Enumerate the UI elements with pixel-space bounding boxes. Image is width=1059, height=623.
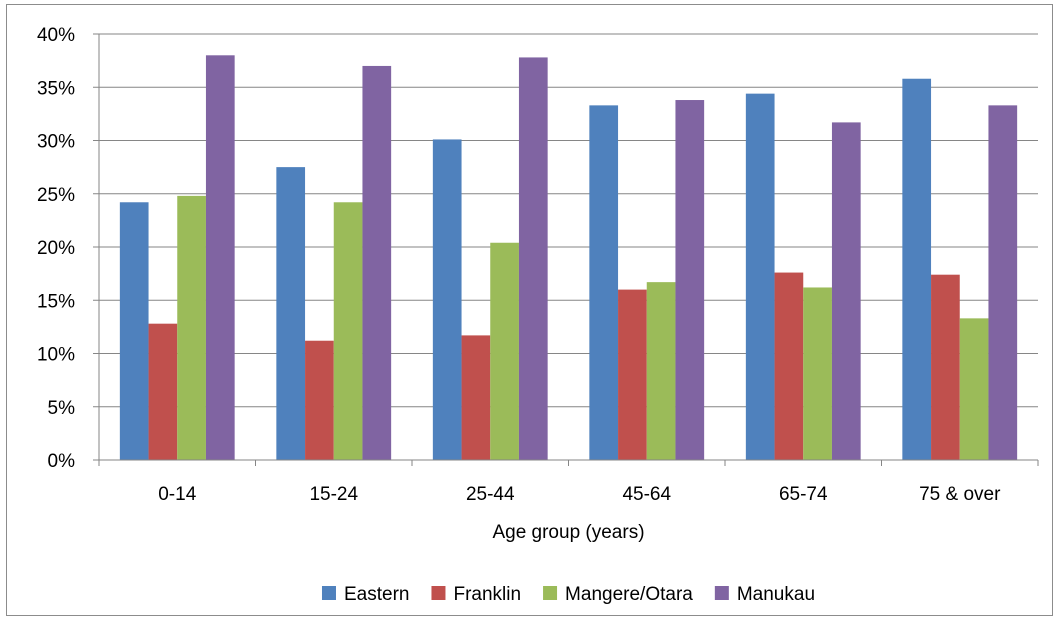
- y-tick-label: 40%: [37, 25, 75, 46]
- bar-franklin-4: [774, 272, 804, 460]
- bar-manukau-3: [675, 100, 705, 460]
- bar-franklin-1: [305, 340, 334, 460]
- bar-franklin-0: [148, 323, 178, 460]
- bar-eastern-2: [432, 139, 462, 460]
- legend-swatch-mangere-otara: [543, 586, 558, 600]
- x-tick-label: 65-74: [779, 484, 828, 505]
- bar-manukau-4: [831, 122, 861, 461]
- legend-label-mangere-otara: Mangere/Otara: [565, 584, 693, 605]
- y-tick-label: 25%: [37, 185, 75, 206]
- bar-eastern-0: [119, 202, 149, 460]
- legend-swatch-eastern: [321, 586, 336, 600]
- x-tick-label: 0-14: [158, 484, 196, 505]
- x-tick-label: 45-64: [622, 484, 671, 505]
- bar-manukau-2: [518, 57, 548, 461]
- legend-swatch-franklin: [431, 586, 446, 600]
- y-tick-label: 35%: [37, 78, 75, 99]
- x-tick-label: 75 & over: [919, 484, 1001, 505]
- bar-mangere-otara-5: [959, 318, 989, 460]
- y-tick-labels: 0% 5% 10% 15% 20% 25% 30% 35% 40%: [37, 25, 75, 472]
- bar-eastern-3: [589, 105, 619, 460]
- bar-manukau-1: [362, 65, 392, 460]
- legend-label-manukau: Manukau: [737, 584, 815, 605]
- y-tick-label: 10%: [37, 345, 75, 366]
- x-tick-label: 15-24: [309, 484, 358, 505]
- legend-swatch-manukau: [714, 586, 729, 600]
- bar-manukau-0: [205, 55, 235, 461]
- bar-mangere-otara-0: [177, 195, 206, 460]
- x-tick-label: 25-44: [466, 484, 515, 505]
- legend-label-eastern: Eastern: [344, 584, 409, 605]
- bar-mangere-otara-3: [646, 282, 676, 460]
- x-tick-labels: 0-14 15-24 25-44 45-64 65-74 75 & over: [158, 484, 1001, 505]
- y-tick-label: 15%: [37, 291, 75, 312]
- bar-franklin-2: [461, 335, 491, 460]
- bar-eastern-1: [276, 167, 306, 460]
- bar-mangere-otara-4: [803, 287, 832, 460]
- legend-label-franklin: Franklin: [453, 584, 521, 605]
- bar-eastern-4: [745, 93, 775, 460]
- y-tick-label: 30%: [37, 132, 75, 153]
- bar-mangere-otara-2: [490, 242, 519, 460]
- legend: Eastern Franklin Mangere/Otara Manukau: [321, 584, 815, 605]
- axes: [93, 33, 1039, 466]
- y-tick-label: 0%: [48, 451, 76, 472]
- bar-franklin-3: [618, 289, 647, 460]
- bar-eastern-5: [902, 78, 932, 460]
- x-axis-title: Age group (years): [492, 522, 644, 543]
- bar-manukau-5: [988, 105, 1018, 460]
- bar-franklin-5: [931, 274, 960, 460]
- gridlines: [99, 33, 1038, 408]
- y-tick-label: 20%: [37, 238, 75, 259]
- bar-mangere-otara-1: [333, 202, 363, 460]
- y-tick-label: 5%: [48, 398, 76, 419]
- bars: [119, 55, 1018, 461]
